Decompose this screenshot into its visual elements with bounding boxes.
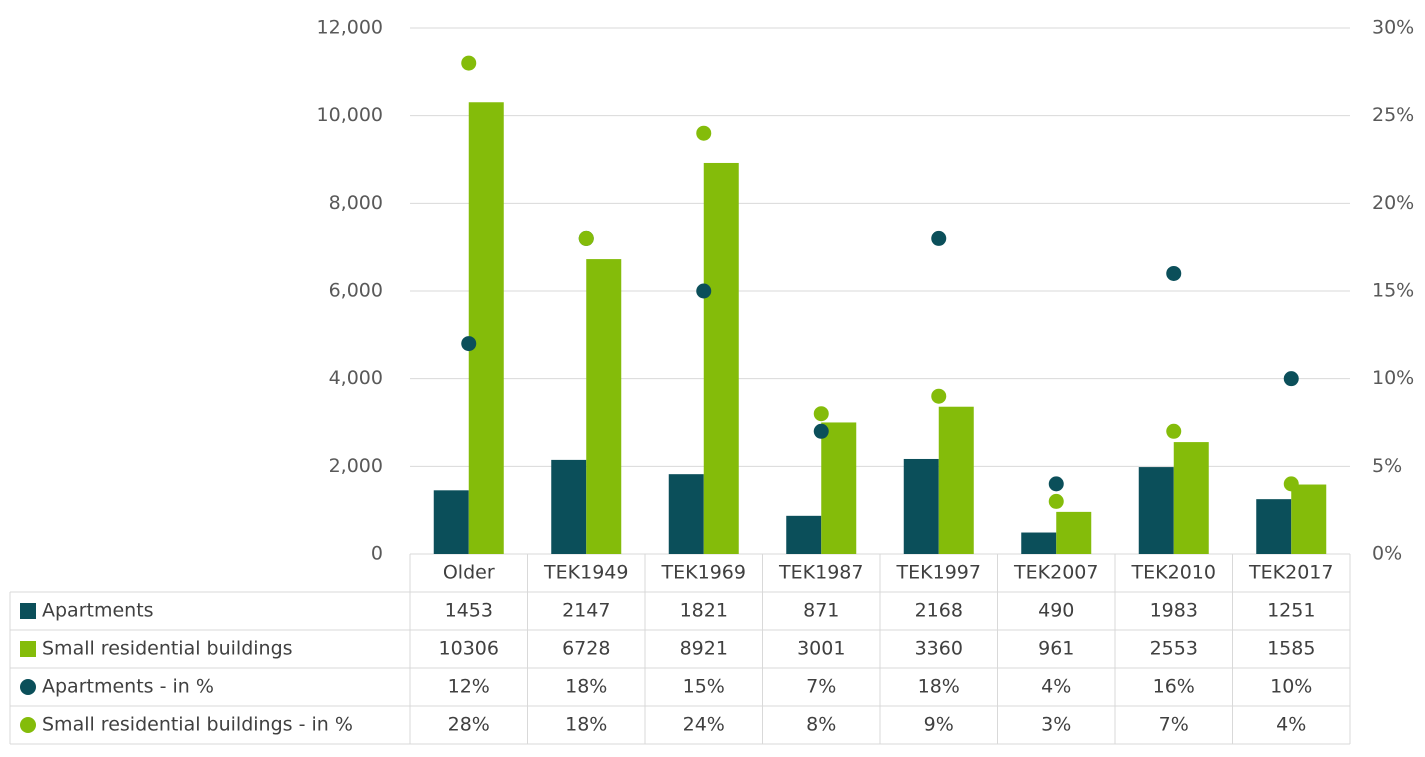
x-tick-label: TEK1949 [543,562,628,584]
y-tick-label: 8,000 [329,192,383,214]
table-cell: 10% [1270,676,1312,698]
bar [903,458,939,554]
y-tick-label: 6,000 [329,280,383,302]
dot [696,283,712,299]
table-cell: 3001 [797,638,845,660]
dot [461,55,477,71]
table-cell: 24% [683,714,725,736]
table-cell: 961 [1038,638,1074,660]
dot [1166,423,1182,439]
table-cell: 18% [565,714,607,736]
table-cell: 4% [1276,714,1306,736]
table-cell: 1585 [1267,638,1315,660]
legend-key [20,603,36,619]
table-cell: 2168 [915,600,963,622]
table-cell: 15% [683,676,725,698]
dot [931,230,947,246]
bar [1291,484,1327,554]
table-cell: 6728 [562,638,610,660]
table-cell: 8921 [680,638,728,660]
dot [1048,493,1064,509]
bar [1256,499,1292,554]
table-cell: 3% [1041,714,1071,736]
y2-tick-label: 15% [1372,280,1414,302]
x-tick-label: TEK1997 [896,562,981,584]
table-cell: 9% [924,714,954,736]
table-cell: 8% [806,714,836,736]
x-tick-label: Older [443,562,495,584]
y-tick-label: 4,000 [329,367,383,389]
y-tick-label: 10,000 [317,104,383,126]
legend-key [20,641,36,657]
legend-label: Apartments [42,600,154,622]
dot [813,423,829,439]
y-tick-label: 0 [371,543,383,565]
table-cell: 12% [448,676,490,698]
bar [433,490,469,554]
table-cell: 871 [803,600,839,622]
table-cell: 18% [565,676,607,698]
table-cell: 7% [806,676,836,698]
y2-tick-label: 10% [1372,367,1414,389]
y2-tick-label: 30% [1372,17,1414,39]
x-tick-label: TEK1987 [778,562,863,584]
dot [696,125,712,141]
table-cell: 4% [1041,676,1071,698]
table-cell: 1251 [1267,600,1315,622]
bar [668,474,704,554]
legend-key [20,717,36,733]
table-cell: 28% [448,714,490,736]
legend-label: Apartments - in % [42,676,214,698]
bar [586,259,622,554]
dot [1048,476,1064,492]
dot [461,336,477,352]
table-cell: 490 [1038,600,1074,622]
bar [468,102,504,555]
table-cell: 18% [918,676,960,698]
bar [786,515,822,554]
table-cell: 1453 [445,600,493,622]
table-cell: 2147 [562,600,610,622]
dot [1166,265,1182,281]
table-cell: 1983 [1150,600,1198,622]
legend-label: Small residential buildings [42,638,293,660]
bar [1021,532,1057,554]
legend-key [20,679,36,695]
x-tick-label: TEK2010 [1131,562,1216,584]
y2-tick-label: 25% [1372,104,1414,126]
y2-tick-label: 0% [1372,543,1402,565]
table-cell: 10306 [439,638,499,660]
table-cell: 7% [1159,714,1189,736]
bar [1138,467,1174,554]
x-tick-label: TEK1969 [661,562,746,584]
bar [551,459,587,554]
y-tick-label: 12,000 [317,17,383,39]
dot [931,388,947,404]
y2-tick-label: 20% [1372,192,1414,214]
dot [813,406,829,422]
x-tick-label: TEK2017 [1248,562,1333,584]
table-cell: 1821 [680,600,728,622]
bar [1056,511,1092,554]
dot [578,230,594,246]
bar [821,422,857,554]
y-tick-label: 2,000 [329,455,383,477]
bar [938,406,974,554]
bar [1173,442,1209,554]
x-tick-label: TEK2007 [1013,562,1098,584]
legend-label: Small residential buildings - in % [42,714,353,736]
dot [1283,371,1299,387]
y2-tick-label: 5% [1372,455,1402,477]
dot [1283,476,1299,492]
table-cell: 3360 [915,638,963,660]
bar [703,162,739,554]
table-cell: 16% [1153,676,1195,698]
table-cell: 2553 [1150,638,1198,660]
